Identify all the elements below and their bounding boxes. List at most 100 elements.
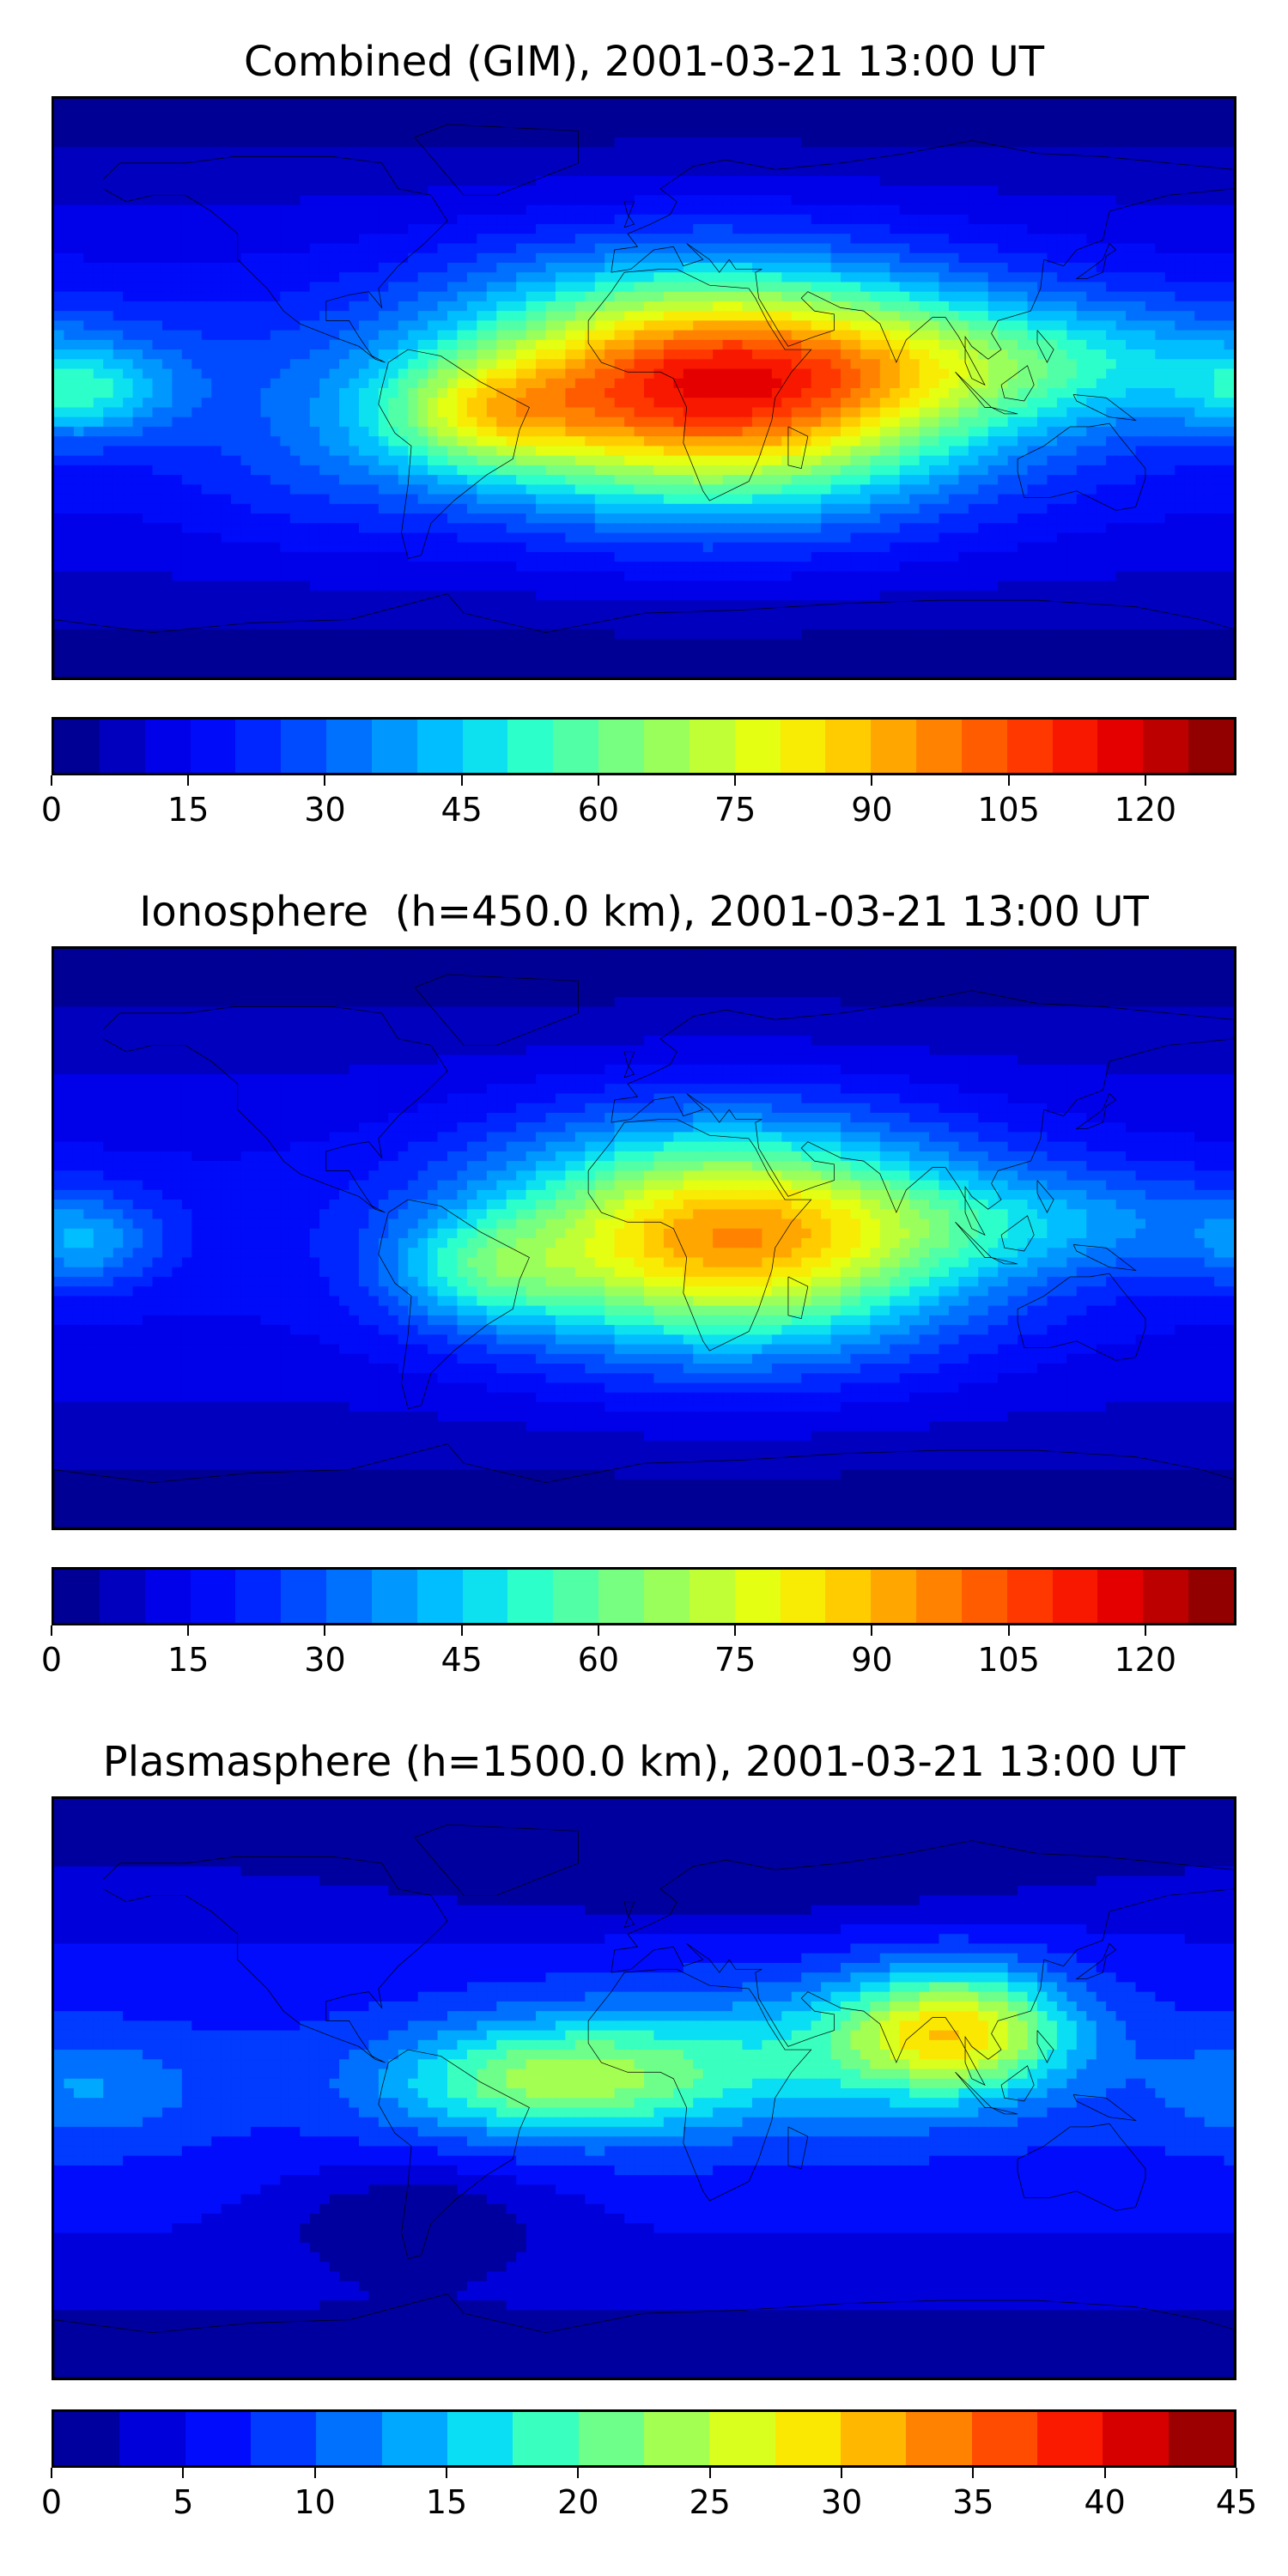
tec-cell	[1027, 108, 1039, 119]
tec-cell	[830, 99, 842, 110]
tec-cell	[574, 185, 586, 197]
tec-cell	[280, 494, 291, 505]
tec-cell	[939, 252, 951, 264]
tec-cell	[339, 368, 350, 380]
tec-cell	[713, 118, 724, 129]
tec-cell	[496, 175, 507, 187]
tec-cell	[850, 262, 862, 274]
tec-cell	[221, 175, 233, 187]
tec-cell	[477, 330, 488, 341]
tec-cell	[1155, 127, 1166, 139]
tec-cell	[64, 359, 76, 370]
tec-cell	[1194, 118, 1206, 129]
tec-cell	[1047, 224, 1059, 235]
tec-cell	[653, 166, 665, 177]
tec-cell	[693, 272, 704, 283]
tec-cell	[702, 416, 714, 428]
tec-cell	[1194, 214, 1206, 226]
tec-cell	[860, 175, 872, 187]
tec-cell	[919, 108, 931, 119]
tec-cell	[1155, 455, 1166, 466]
tec-cell	[1027, 436, 1039, 447]
tec-cell	[1007, 224, 1019, 235]
tec-cell	[1164, 147, 1176, 158]
tec-cell	[605, 398, 616, 409]
tec-cell	[103, 214, 114, 226]
tec-cell	[1194, 282, 1206, 293]
tec-cell	[1056, 349, 1068, 361]
tec-cell	[1224, 311, 1234, 322]
tec-cell	[1076, 243, 1088, 254]
tec-cell	[909, 311, 920, 322]
tec-cell	[64, 455, 76, 466]
tec-cell	[939, 156, 951, 167]
tec-cell	[466, 166, 478, 177]
tec-cell	[251, 378, 262, 390]
tec-cell	[683, 282, 695, 293]
tec-cell	[83, 436, 94, 447]
tec-cell	[929, 359, 940, 370]
tec-cell	[841, 311, 852, 322]
tec-cell	[585, 204, 596, 216]
tec-cell	[713, 195, 724, 206]
tec-cell	[1106, 359, 1117, 370]
tec-cell	[477, 243, 488, 254]
tec-cell	[683, 127, 695, 139]
tec-cell	[1126, 368, 1137, 380]
tec-cell	[702, 156, 714, 167]
tec-cell	[713, 426, 724, 438]
tec-cell	[545, 368, 557, 380]
tec-cell	[1027, 214, 1039, 226]
tec-cell	[722, 416, 734, 428]
tec-cell	[280, 475, 291, 486]
tec-cell	[349, 147, 361, 158]
tec-cell	[771, 185, 783, 197]
tec-cell	[73, 234, 85, 245]
tec-cell	[614, 99, 626, 110]
tec-cell	[732, 166, 744, 177]
tec-cell	[890, 311, 901, 322]
tec-cell	[506, 330, 518, 341]
tec-cell	[408, 368, 419, 380]
tec-cell	[428, 339, 439, 351]
tec-cell	[1194, 330, 1206, 341]
tec-cell	[870, 320, 881, 331]
tec-cell	[536, 407, 547, 418]
tec-cell	[948, 127, 960, 139]
tec-cell	[850, 378, 862, 390]
tec-cell	[958, 484, 969, 495]
tec-cell	[123, 368, 134, 380]
tec-cell	[339, 494, 350, 505]
tec-cell	[879, 166, 891, 177]
tec-cell	[644, 127, 655, 139]
tec-cell	[349, 156, 361, 167]
tec-cell	[1007, 282, 1019, 293]
tec-cell	[1086, 147, 1097, 158]
tec-cell	[1027, 262, 1039, 274]
tec-cell	[978, 291, 989, 303]
tec-cell	[919, 147, 931, 158]
tec-cell	[319, 214, 331, 226]
tec-cell	[231, 475, 242, 486]
tec-cell	[870, 282, 881, 293]
tec-cell	[1106, 426, 1117, 438]
tec-cell	[103, 484, 114, 495]
tec-cell	[850, 118, 862, 129]
tec-cell	[821, 388, 832, 399]
tec-cell	[172, 118, 183, 129]
tec-cell	[428, 311, 439, 322]
tec-cell	[1037, 398, 1048, 409]
tec-cell	[801, 494, 812, 505]
tec-cell	[1194, 484, 1206, 495]
tec-cell	[477, 118, 488, 129]
tec-cell	[1106, 436, 1117, 447]
tec-cell	[73, 494, 85, 505]
tec-cell	[211, 407, 222, 418]
tec-cell	[388, 262, 399, 274]
tec-cell	[1096, 455, 1108, 466]
tec-cell	[477, 388, 488, 399]
tec-cell	[457, 311, 469, 322]
tec-cell	[830, 214, 842, 226]
tec-cell	[1194, 262, 1206, 274]
tec-cell	[585, 330, 596, 341]
